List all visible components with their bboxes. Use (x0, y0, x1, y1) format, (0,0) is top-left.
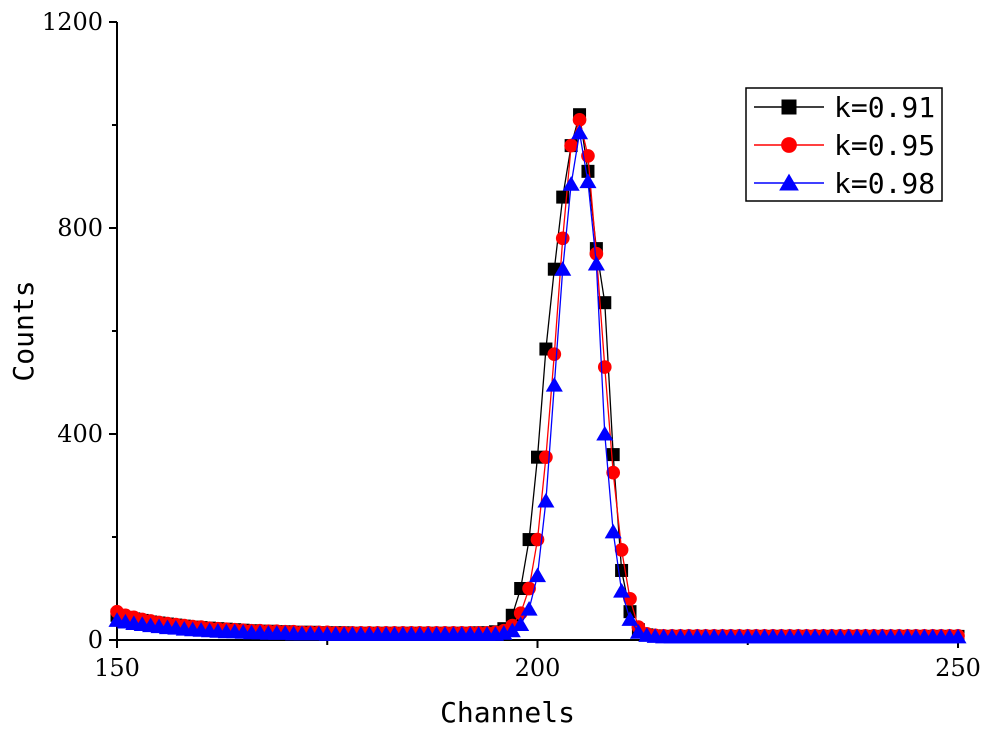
data-point (604, 523, 622, 539)
data-point (539, 450, 553, 464)
data-point (606, 465, 621, 480)
data-point (598, 296, 612, 310)
data-point (528, 567, 547, 583)
series-layer (108, 108, 967, 644)
x-tick-label: 150 (94, 654, 140, 682)
data-point (589, 246, 604, 261)
axes: 0 400 800 1200 150 200 250 Channels Counts (7, 8, 981, 729)
data-point (537, 492, 555, 508)
legend-marker (781, 137, 797, 153)
data-point (621, 611, 639, 626)
data-point (562, 176, 580, 191)
series-k=0.98 (108, 124, 967, 644)
data-point (564, 138, 578, 153)
y-axis-title: Counts (7, 280, 40, 381)
legend: k=0.91 k=0.95 k=0.98 (745, 87, 943, 202)
data-point (581, 164, 595, 178)
legend-label: k=0.91 (834, 91, 935, 124)
data-point (613, 582, 631, 598)
data-point (503, 622, 521, 638)
data-point (571, 124, 589, 140)
x-axis-title: Channels (440, 696, 575, 729)
y-tick-label: 800 (57, 214, 103, 242)
data-point (545, 376, 563, 392)
legend-label: k=0.95 (834, 129, 935, 162)
series-line (116, 132, 958, 638)
data-point (596, 425, 614, 441)
data-point (606, 448, 620, 462)
data-point (522, 581, 536, 596)
data-point (597, 360, 612, 374)
legend-marker (781, 99, 797, 115)
data-point (949, 628, 967, 644)
x-tick-label: 250 (935, 654, 981, 682)
data-point (547, 347, 562, 361)
data-point (614, 543, 629, 557)
legend-marker (779, 173, 799, 191)
y-tick-label: 400 (57, 420, 103, 448)
data-point (579, 173, 597, 189)
data-point (555, 231, 570, 246)
y-tick-label: 1200 (42, 8, 103, 36)
data-point (512, 616, 530, 632)
data-point (587, 255, 605, 271)
data-point (572, 113, 587, 127)
legend-label: k=0.98 (834, 167, 935, 200)
x-tick-label: 200 (515, 654, 561, 682)
data-point (554, 261, 572, 276)
data-point (520, 600, 538, 616)
y-tick-label: 0 (88, 626, 103, 654)
